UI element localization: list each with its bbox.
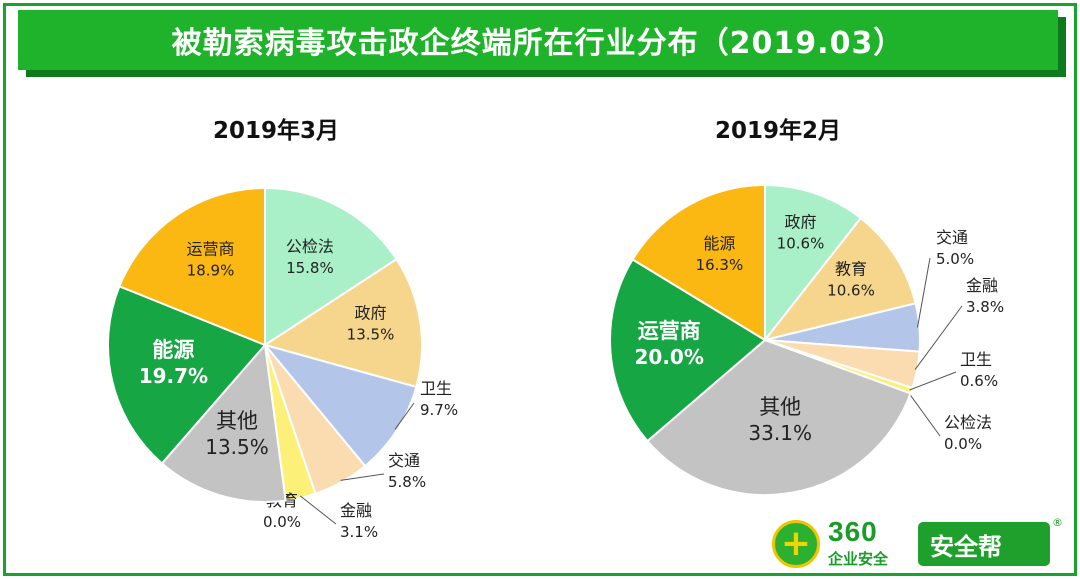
- leader-line: [285, 492, 293, 500]
- leader-line: [340, 473, 385, 481]
- slice-label: 政府: [354, 304, 386, 323]
- pie-slice: [118, 186, 266, 347]
- logo-badge: 安全帮: [918, 522, 1050, 566]
- slice-label: 卫生: [420, 379, 452, 398]
- pie-slice: [631, 183, 766, 342]
- slice-value: 0.6%: [960, 372, 998, 390]
- pie-slice: [262, 343, 418, 468]
- slice-value: 10.6%: [777, 235, 825, 253]
- slice-label: 运营商: [186, 239, 234, 258]
- slice-value: 10.6%: [827, 282, 875, 300]
- slice-label: 运营商: [638, 319, 701, 343]
- slice-value: 19.7%: [139, 364, 208, 388]
- logo-360-text: 360: [828, 516, 878, 547]
- chart-title: 2019年2月: [715, 117, 841, 144]
- pie-slice: [107, 284, 267, 465]
- chart-title: 2019年3月: [213, 117, 339, 144]
- slice-value: 0.0%: [944, 435, 982, 453]
- page-title: 被勒索病毒攻击政企终端所在行业分布（2019.03）: [18, 10, 1058, 70]
- slice-value: 9.7%: [420, 401, 458, 419]
- slice-label: 公检法: [944, 413, 992, 432]
- leader-line: [914, 305, 963, 370]
- slice-label: 卫生: [960, 350, 992, 369]
- slice-value: 5.8%: [388, 473, 426, 491]
- slice-value: 33.1%: [748, 421, 812, 445]
- slice-value: 15.8%: [286, 259, 334, 277]
- slice-value: 16.3%: [696, 256, 744, 274]
- slice-value: 18.9%: [187, 261, 235, 279]
- registered-mark: ®: [1052, 516, 1063, 529]
- logo-sub-text: 企业安全: [828, 550, 889, 568]
- slice-label: 其他: [759, 395, 801, 419]
- slice-label: 交通: [936, 228, 968, 247]
- slice-value: 3.1%: [340, 523, 378, 541]
- slice-value: 5.0%: [936, 250, 974, 268]
- leader-line: [908, 392, 941, 437]
- slice-label: 能源: [703, 234, 735, 253]
- slice-label: 其他: [216, 409, 258, 433]
- pie-slice: [160, 342, 287, 504]
- slice-label: 金融: [966, 276, 998, 295]
- slice-label: 教育: [835, 260, 867, 279]
- slice-value: 13.5%: [205, 435, 269, 459]
- slice-label: 能源: [152, 338, 194, 362]
- slice-value: 13.5%: [347, 326, 395, 344]
- pie-slice: [264, 186, 398, 347]
- pie-slice: [609, 258, 767, 443]
- slice-value: 0.0%: [263, 513, 301, 531]
- slice-value: 20.0%: [635, 345, 704, 369]
- brand-logo: + 360 企业安全 安全帮 ®: [772, 516, 1072, 574]
- pie-slice: [764, 183, 863, 343]
- pie-slice: [646, 338, 912, 496]
- leader-line: [299, 495, 337, 525]
- leader-line: [394, 402, 415, 430]
- leader-line: [917, 257, 931, 328]
- slice-label: 金融: [340, 501, 372, 520]
- plus-icon: +: [772, 520, 820, 568]
- leader-line: [909, 371, 957, 391]
- slice-label: 公检法: [286, 237, 334, 256]
- slice-label: 政府: [784, 213, 816, 232]
- pie-slice: [762, 216, 917, 342]
- slice-label: 交通: [388, 451, 420, 470]
- slice-value: 3.8%: [966, 298, 1004, 316]
- outer-frame: [3, 3, 1077, 576]
